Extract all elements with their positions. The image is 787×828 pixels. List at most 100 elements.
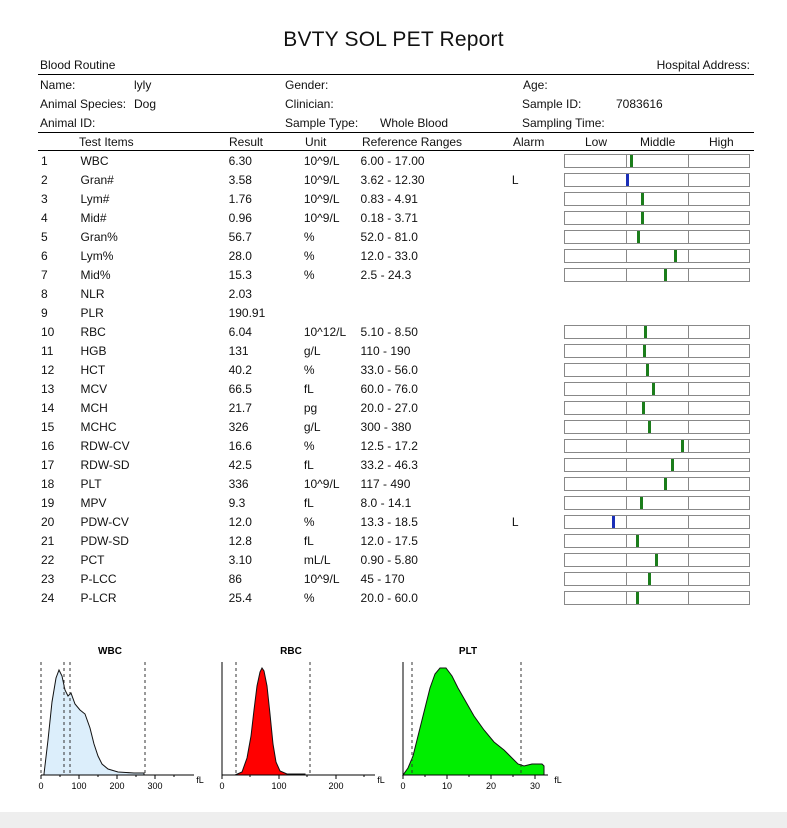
level-gauge [564,457,751,472]
row-reference-range: 5.10 - 8.50 [360,324,418,339]
species-value: Dog [134,97,157,111]
row-number: 24 [41,590,55,605]
level-gauge [564,229,751,244]
sample-type-label: Sample Type: [285,116,359,130]
divider [38,150,754,151]
row-number: 19 [41,495,55,510]
level-marker [652,382,656,395]
row-result: 190.91 [228,305,266,320]
table-row: 13 MCV 66.5 fL 60.0 - 76.0 [38,379,754,398]
row-reference-range: 33.2 - 46.3 [360,457,418,472]
row-test-item: MCV [80,381,108,396]
level-marker [644,325,648,338]
row-alarm [509,341,564,360]
row-unit: 10^9/L [303,191,340,206]
row-unit: % [303,362,315,377]
header-middle: Middle [640,135,676,149]
row-unit: % [303,590,315,605]
row-level-gauge-cell [564,455,754,474]
row-alarm [509,550,564,569]
plt-distribution-curve [402,667,545,776]
row-result: 28.0 [228,248,252,263]
level-marker [626,173,630,186]
level-gauge [564,191,751,206]
row-reference-range: 12.5 - 17.2 [360,438,418,453]
table-row: 24 P-LCR 25.4% 20.0 - 60.0 [38,588,754,607]
row-alarm [509,151,564,170]
row-reference-range: 300 - 380 [360,419,412,434]
row-number: 14 [41,400,55,415]
table-row: 19 MPV 9.3 fL 8.0 - 14.1 [38,493,754,512]
level-marker [680,439,684,452]
plt-tick-label: 0 [400,781,405,791]
table-row: 8 NLR 2.03 [38,284,754,303]
row-test-item: PDW-SD [80,533,129,548]
wbc-tick-label: 100 [71,781,86,791]
level-gauge [564,381,751,396]
plt-unit-label: fL [554,775,562,785]
name-value: lyly [134,78,152,92]
row-reference-range: 117 - 490 [360,476,411,491]
level-marker [641,192,645,205]
row-number: 21 [41,533,55,548]
level-marker [640,211,644,224]
row-level-gauge-cell [564,246,754,265]
row-result: 326 [228,419,249,434]
level-marker [636,230,640,243]
row-level-gauge-cell [564,322,754,341]
row-alarm [509,417,564,436]
row-test-item: PDW-CV [80,514,129,529]
level-gauge [564,590,751,605]
level-marker [663,477,667,490]
level-gauge [564,476,751,491]
row-unit: mL/L [303,552,331,567]
row-level-gauge-cell [564,398,754,417]
row-reference-range: 12.0 - 17.5 [360,533,418,548]
section-header: Blood Routine Hospital Address: [38,57,754,73]
level-marker [629,154,633,167]
row-result: 3.10 [228,552,252,567]
row-result: 25.4 [228,590,252,605]
row-result: 56.7 [228,229,252,244]
row-number: 6 [41,248,48,263]
row-result: 2.03 [228,286,252,301]
row-reference-range: 52.0 - 81.0 [360,229,418,244]
row-level-gauge-cell [564,550,754,569]
gender-label: Gender: [285,78,329,92]
row-reference-range: 3.62 - 12.30 [360,172,425,187]
row-alarm: L [511,514,519,529]
row-test-item: Lym% [80,248,114,263]
table-row: 5 Gran% 56.7% 52.0 - 81.0 [38,227,754,246]
wbc-unit-label: fL [196,775,204,785]
row-result: 86 [228,571,242,586]
info-row-3: Animal ID: Sample Type: Whole Blood Samp… [38,114,754,132]
row-unit: 10^9/L [303,476,340,491]
table-row: 6 Lym% 28.0% 12.0 - 33.0 [38,246,754,265]
level-marker [636,534,640,547]
level-gauge [564,400,751,415]
level-gauge [564,419,751,434]
level-gauge [564,267,751,282]
level-marker [647,572,651,585]
row-alarm [509,588,564,607]
row-result: 6.04 [228,324,252,339]
row-level-gauge-cell [564,379,754,398]
table-row: 9 PLR 190.91 [38,303,754,322]
row-number: 5 [41,229,48,244]
row-reference-range: 13.3 - 18.5 [360,514,418,529]
row-test-item: RDW-SD [80,457,130,472]
row-level-gauge-cell [564,474,754,493]
row-alarm [509,360,564,379]
wbc-histogram-svg: WBC 0 100 200 300 fL [38,646,204,791]
row-reference-range: 110 - 190 [360,343,411,358]
row-reference-range: 20.0 - 60.0 [360,590,418,605]
table-row: 17 RDW-SD 42.5 fL 33.2 - 46.3 [38,455,754,474]
level-marker [643,344,647,357]
row-number: 1 [41,153,48,168]
plt-tick-label: 20 [486,781,496,791]
row-test-item: RDW-CV [80,438,130,453]
row-result: 15.3 [228,267,252,282]
table-row: 2 Gran# 3.58 10^9/L 3.62 - 12.30 L [38,170,754,189]
sample-type-value: Whole Blood [380,116,449,130]
row-alarm [509,284,564,303]
